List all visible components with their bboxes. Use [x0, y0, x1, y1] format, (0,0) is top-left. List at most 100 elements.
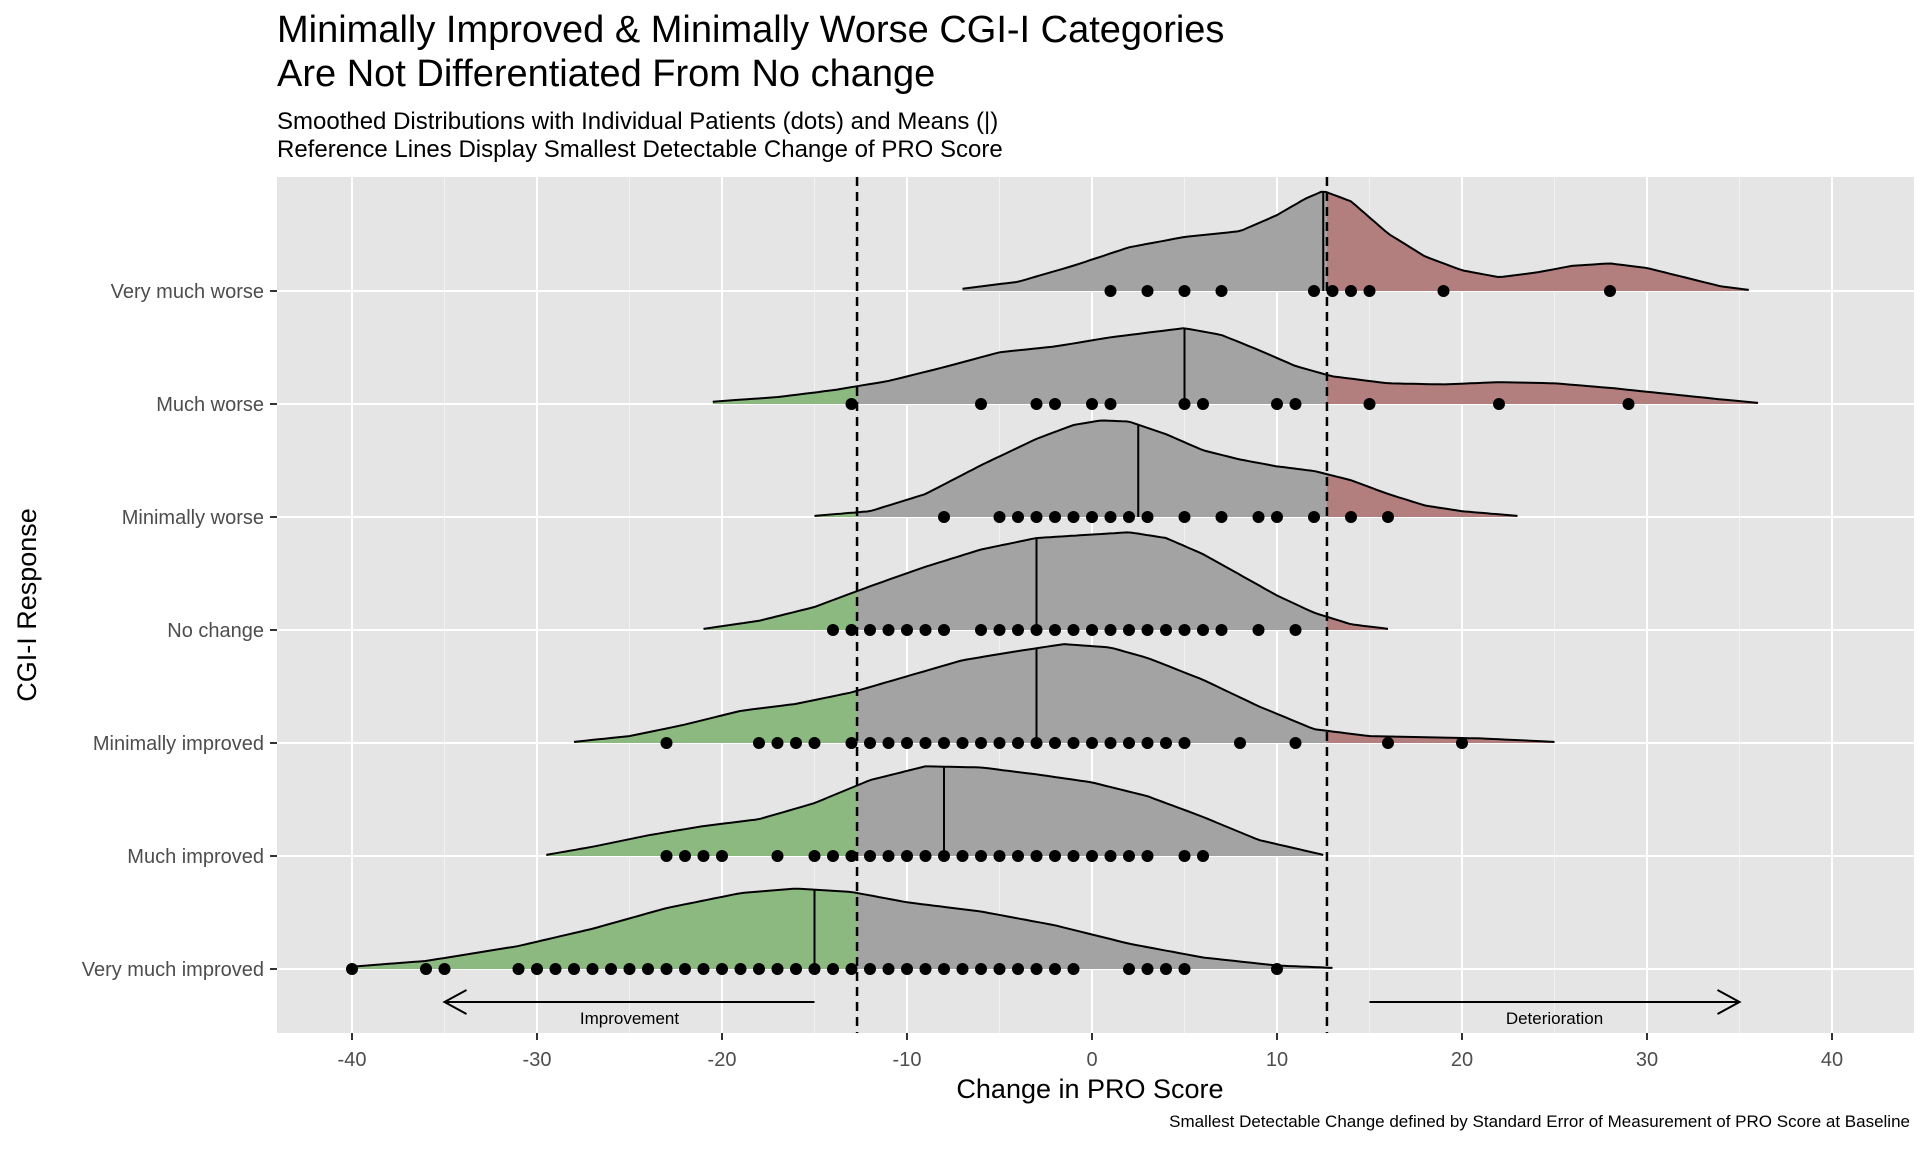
patient-point — [549, 963, 562, 975]
patient-point — [1178, 285, 1191, 297]
ridge-very-much-worse — [962, 190, 1749, 297]
patient-point — [919, 963, 932, 975]
patient-point — [1382, 511, 1394, 523]
patient-point — [845, 398, 858, 410]
patient-point — [882, 737, 895, 749]
x-tick-label: -40 — [338, 1049, 367, 1071]
patient-point — [1160, 737, 1172, 749]
chart-caption: Smallest Detectable Change defined by St… — [1169, 1112, 1910, 1131]
patient-point — [716, 963, 728, 975]
patient-point — [827, 624, 839, 636]
patient-point — [864, 850, 876, 862]
patient-point — [531, 963, 543, 975]
patient-point — [1123, 963, 1135, 975]
patient-point — [716, 850, 728, 862]
patient-point — [938, 850, 950, 862]
patient-point — [938, 511, 950, 523]
patient-point — [882, 624, 895, 636]
ridge-minimally-improved — [573, 643, 1555, 749]
patient-point — [919, 737, 932, 749]
patient-point — [1012, 511, 1024, 523]
patient-point — [1289, 737, 1302, 749]
y-tick-label: No change — [167, 620, 264, 642]
patient-point — [808, 963, 821, 975]
ridge-outline — [351, 887, 1333, 969]
patient-point — [679, 850, 691, 862]
patient-point — [1308, 511, 1320, 523]
x-axis-title: Change in PRO Score — [956, 1074, 1223, 1104]
patient-point — [1067, 850, 1080, 862]
reference-lines — [855, 177, 1329, 1033]
patient-point — [1437, 285, 1450, 297]
ridge-outline — [703, 531, 1389, 630]
patient-point — [697, 963, 710, 975]
patient-point — [1086, 398, 1098, 410]
patient-point — [623, 963, 636, 975]
patient-point — [1086, 737, 1098, 749]
patient-point — [1141, 963, 1154, 975]
patient-point — [1104, 511, 1117, 523]
x-tick-label: 20 — [1451, 1049, 1473, 1071]
patient-point — [660, 963, 673, 975]
x-tick-label: 40 — [1821, 1049, 1843, 1071]
patient-point — [1178, 963, 1191, 975]
x-tick-label: -30 — [523, 1049, 552, 1071]
patient-point — [1123, 737, 1135, 749]
patient-point — [1234, 737, 1246, 749]
ridge-neutral-fill — [857, 766, 1324, 856]
patient-point — [1141, 285, 1154, 297]
patient-point — [1141, 850, 1154, 862]
patient-point — [1178, 850, 1191, 862]
patient-point — [1178, 511, 1191, 523]
patient-point — [1178, 737, 1191, 749]
patient-point — [808, 850, 821, 862]
patient-point — [993, 737, 1006, 749]
patient-point — [919, 624, 932, 636]
patient-point — [845, 963, 858, 975]
patient-point — [1622, 398, 1635, 410]
y-tick-label: Much improved — [127, 846, 264, 868]
patient-point — [660, 737, 673, 749]
patient-point — [1363, 285, 1376, 297]
patient-point — [679, 963, 691, 975]
patient-point — [771, 963, 784, 975]
patient-point — [1123, 624, 1135, 636]
patient-point — [1030, 850, 1043, 862]
ridge-much-worse — [712, 327, 1759, 410]
patient-point — [993, 850, 1006, 862]
patient-point — [1049, 850, 1061, 862]
patient-point — [1141, 737, 1154, 749]
patient-point — [901, 624, 913, 636]
patient-point — [845, 737, 858, 749]
patient-point — [1030, 398, 1043, 410]
patient-point — [1086, 624, 1098, 636]
patient-point — [1030, 511, 1043, 523]
patient-point — [1252, 511, 1265, 523]
patient-point — [1049, 511, 1061, 523]
chart-subtitle-line-1: Smoothed Distributions with Individual P… — [277, 108, 999, 135]
x-tick-label: -10 — [893, 1049, 922, 1071]
x-tick-label: -20 — [708, 1049, 737, 1071]
patient-point — [1123, 511, 1135, 523]
patient-point — [956, 850, 969, 862]
patient-point — [1271, 398, 1283, 410]
patient-point — [568, 963, 580, 975]
patient-point — [753, 737, 765, 749]
patient-point — [1141, 511, 1154, 523]
patient-point — [1197, 398, 1209, 410]
patient-point — [660, 850, 673, 862]
patient-point — [1456, 737, 1468, 749]
patient-point — [1067, 963, 1080, 975]
patient-point — [1012, 963, 1024, 975]
patient-point — [1345, 511, 1357, 523]
patient-point — [420, 963, 432, 975]
patient-point — [827, 963, 839, 975]
patient-point — [901, 963, 913, 975]
patient-point — [808, 737, 821, 749]
ridge-very-much-improved — [346, 887, 1333, 975]
patient-point — [975, 850, 987, 862]
patient-point — [1012, 850, 1024, 862]
patient-point — [753, 963, 765, 975]
ridge-outline — [546, 765, 1324, 856]
improvement-arrowhead — [442, 989, 467, 1015]
